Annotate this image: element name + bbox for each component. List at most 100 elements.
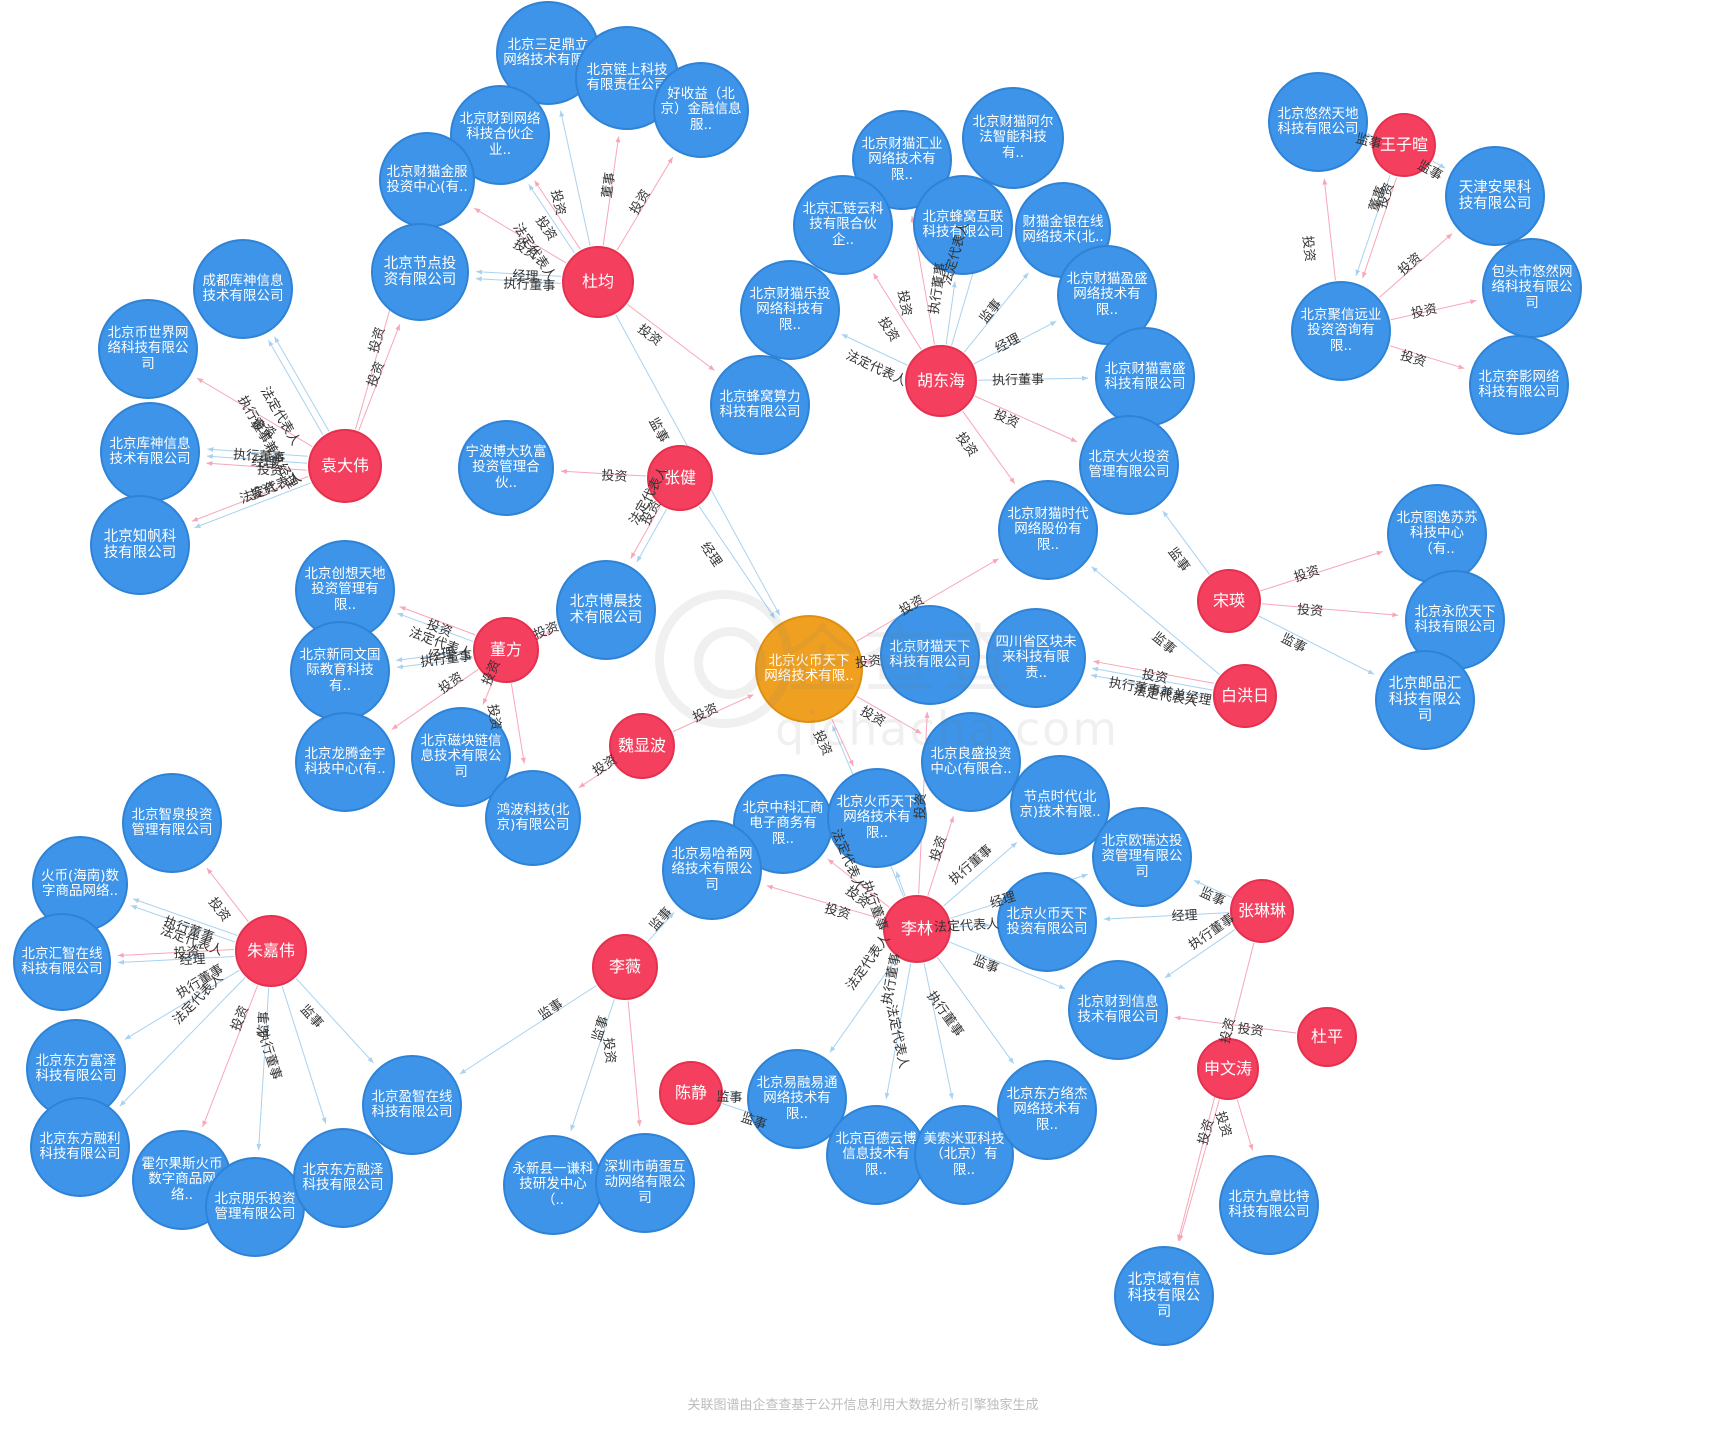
company-node[interactable]: 北京欧瑞达投资管理有限公司 — [1092, 807, 1192, 907]
graph-edge — [672, 694, 754, 733]
company-node[interactable]: 北京汇智在线科技有限公司 — [13, 913, 111, 1011]
company-node[interactable]: 北京九章比特科技有限公司 — [1219, 1155, 1319, 1255]
company-node[interactable]: 北京盈智在线科技有限公司 — [362, 1055, 462, 1155]
graph-edge — [963, 272, 1029, 353]
node-label: 北京博晨技术有限公司 — [569, 593, 643, 626]
person-node[interactable]: 魏显波 — [609, 713, 675, 779]
company-node[interactable]: 好收益（北京）金融信息服.. — [653, 62, 749, 158]
company-node[interactable]: 北京财到信息技术有限公司 — [1068, 960, 1168, 1060]
company-node[interactable]: 北京东方富泽科技有限公司 — [26, 1019, 126, 1119]
company-node[interactable]: 北京财猫阿尔法智能科技有.. — [962, 87, 1064, 189]
company-node[interactable]: 北京图逸苏苏科技中心（有.. — [1387, 484, 1487, 584]
company-node[interactable]: 北京龙腾金宇科技中心(有.. — [295, 712, 395, 812]
person-node[interactable]: 张健 — [647, 445, 713, 511]
company-node[interactable]: 北京大火投资管理有限公司 — [1079, 415, 1179, 515]
company-node[interactable]: 北京财到网络科技合伙企业.. — [450, 85, 550, 185]
company-node[interactable]: 北京中科汇商电子商务有限.. — [733, 774, 833, 874]
company-node[interactable]: 美索米亚科技（北京）有限.. — [914, 1105, 1014, 1205]
node-label: 北京库神信息技术有限公司 — [109, 435, 191, 467]
company-node[interactable]: 北京域有信科技有限公司 — [1114, 1246, 1214, 1346]
company-node[interactable]: 北京东方融泽科技有限公司 — [293, 1128, 393, 1228]
company-node[interactable]: 北京蜂窝算力科技有限公司 — [710, 355, 810, 455]
company-node[interactable]: 节点时代(北京)技术有限.. — [1010, 755, 1110, 855]
company-node[interactable]: 北京财猫乐投网络科技有限.. — [740, 260, 840, 360]
person-node[interactable]: 李林 — [883, 895, 951, 963]
company-node[interactable]: 北京百德云博信息技术有限.. — [826, 1105, 926, 1205]
graph-edge — [130, 905, 236, 943]
company-node[interactable]: 北京新同文国际教育科技有.. — [290, 621, 390, 721]
person-node[interactable]: 宋瑛 — [1197, 569, 1261, 633]
node-label: 北京链上科技有限责任公司 — [586, 61, 668, 93]
company-node[interactable]: 北京节点投资有限公司 — [371, 223, 469, 321]
company-node[interactable]: 北京蜂窝互联科技有限公司 — [913, 175, 1013, 275]
company-node[interactable]: 北京币世界网络科技有限公司 — [98, 299, 198, 399]
company-node[interactable]: 四川省区块未来科技有限责.. — [986, 608, 1086, 708]
graph-edge — [295, 977, 374, 1064]
person-node[interactable]: 董方 — [473, 617, 539, 683]
company-node[interactable]: 北京库神信息技术有限公司 — [100, 402, 200, 502]
person-node[interactable]: 申文涛 — [1197, 1038, 1259, 1100]
company-node[interactable]: 北京财猫时代网络股份有限.. — [998, 480, 1098, 580]
node-label: 申文涛 — [1203, 1059, 1252, 1079]
graph-edge — [118, 955, 235, 965]
company-node[interactable]: 北京财猫天下科技有限公司 — [880, 605, 980, 705]
graph-edge — [698, 505, 776, 619]
company-node[interactable]: 北京博晨技术有限公司 — [556, 560, 656, 660]
graph-edge — [482, 681, 494, 705]
node-label: 四川省区块未来科技有限责.. — [995, 634, 1077, 681]
graph-edge — [1178, 1099, 1220, 1242]
company-node[interactable]: 北京奔影网络科技有限公司 — [1469, 335, 1569, 435]
node-label: 杜均 — [581, 272, 614, 292]
graph-edge — [560, 469, 647, 477]
company-node[interactable]: 北京朋乐投资管理有限公司 — [205, 1157, 305, 1257]
company-node[interactable]: 包头市悠然网络科技有限公司 — [1482, 238, 1582, 338]
company-node[interactable]: 北京易哈希网络技术有限公司 — [662, 820, 762, 920]
graph-edge — [256, 987, 270, 1151]
company-node[interactable]: 宁波博大玖富投资管理合伙.. — [458, 420, 554, 516]
node-label: 北京财猫富盛科技有限公司 — [1104, 360, 1186, 392]
company-node[interactable]: 北京知帆科技有限公司 — [90, 495, 190, 595]
center-company-node[interactable]: 北京火币天下网络技术有限.. — [755, 615, 863, 723]
person-node[interactable]: 胡东海 — [905, 345, 977, 417]
person-node[interactable]: 袁大伟 — [308, 429, 382, 503]
company-node[interactable]: 北京东方络杰网络技术有限.. — [997, 1060, 1097, 1160]
graph-edge — [397, 612, 474, 642]
company-node[interactable]: 北京智泉投资管理有限公司 — [122, 773, 222, 873]
graph-edge — [396, 657, 473, 670]
person-node[interactable]: 王子暄 — [1372, 113, 1436, 177]
graph-edge — [1390, 299, 1477, 321]
company-node[interactable]: 北京良盛投资中心(有限合.. — [921, 712, 1021, 812]
node-label: 北京汇智在线科技有限公司 — [21, 945, 103, 977]
graph-edge — [937, 957, 1015, 1064]
company-node[interactable]: 北京邮品汇科技有限公司 — [1375, 650, 1475, 750]
person-node[interactable]: 陈静 — [659, 1061, 723, 1125]
company-node[interactable]: 深圳市萌蛋互动网络有限公司 — [595, 1133, 695, 1233]
company-node[interactable]: 鸿波科技(北京)有限公司 — [485, 770, 581, 866]
graph-edge — [117, 948, 234, 958]
person-node[interactable]: 白洪日 — [1213, 664, 1277, 728]
company-node[interactable]: 北京聚信远业投资咨询有限.. — [1291, 281, 1391, 381]
node-label: 北京百德云博信息技术有限.. — [835, 1131, 917, 1178]
node-label: 北京三足鼎立网络技术有限.. — [503, 36, 593, 68]
company-node[interactable]: 北京东方融利科技有限公司 — [30, 1097, 130, 1197]
person-node[interactable]: 杜均 — [562, 246, 634, 318]
company-node[interactable]: 北京财猫富盛科技有限公司 — [1095, 327, 1195, 427]
node-label: 霍尔果斯火币数字商品网络.. — [141, 1156, 223, 1203]
person-node[interactable]: 李薇 — [592, 934, 658, 1000]
company-node[interactable]: 永新县一谦科技研发中心（.. — [503, 1135, 603, 1235]
person-node[interactable]: 朱嘉伟 — [235, 915, 307, 987]
node-label: 北京东方融利科技有限公司 — [39, 1130, 121, 1162]
person-node[interactable]: 张琳琳 — [1230, 879, 1294, 943]
company-node[interactable]: 天津安果科技有限公司 — [1445, 146, 1545, 246]
company-node[interactable]: 北京悠然天地科技有限公司 — [1268, 72, 1368, 172]
person-node[interactable]: 杜平 — [1297, 1007, 1357, 1067]
company-node[interactable]: 北京火币天下网络技术有限.. — [827, 768, 927, 868]
node-label: 北京朋乐投资管理有限公司 — [214, 1190, 296, 1222]
node-label: 北京邮品汇科技有限公司 — [1388, 675, 1462, 725]
company-node[interactable]: 北京创想天地投资管理有限.. — [295, 540, 395, 640]
company-node[interactable]: 北京火币天下投资有限公司 — [997, 872, 1097, 972]
company-node[interactable]: 成都库神信息技术有限公司 — [193, 239, 293, 339]
company-node[interactable]: 北京财猫金服投资中心(有.. — [379, 132, 475, 228]
company-node[interactable]: 北京汇链云科技有限合伙企.. — [793, 175, 893, 275]
